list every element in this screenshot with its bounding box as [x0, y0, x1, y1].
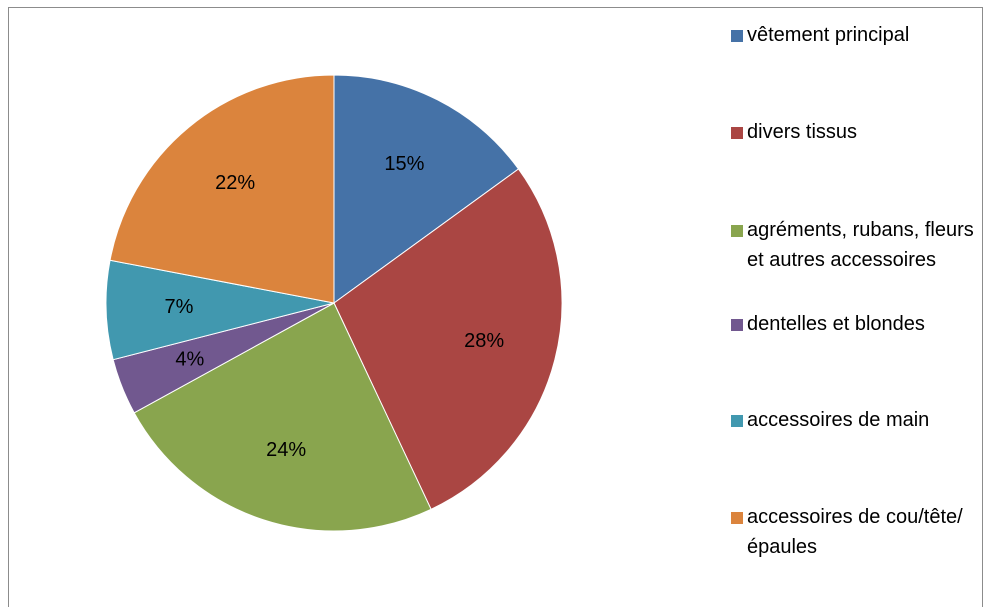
pie-slice-1 [333, 168, 563, 510]
pie-slice-label-1: 28% [464, 330, 504, 352]
pie-slice-labels: 15% 28% 24% 4% 7% 22% [165, 153, 505, 461]
pie-slice-label-4: 7% [165, 296, 194, 318]
pie-slice-label-5: 22% [215, 172, 255, 194]
pie-chart: 15% 28% 24% 4% 7% 22% [105, 74, 563, 532]
pie-slice-5 [109, 74, 335, 304]
pie-slice-label-3: 4% [175, 348, 204, 370]
pie-slice-label-0: 15% [384, 153, 424, 175]
pie-slice-0 [333, 74, 520, 304]
pie-slice-label-2: 24% [266, 439, 306, 461]
pie-slice-2 [133, 302, 432, 532]
chart-frame [8, 7, 983, 607]
pie-slices [105, 74, 563, 532]
